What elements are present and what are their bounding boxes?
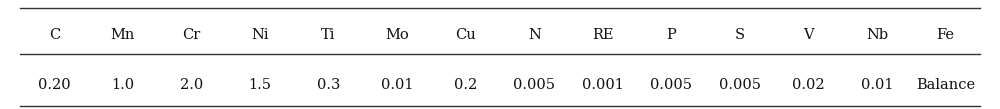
Text: 1.0: 1.0 — [111, 78, 134, 92]
Text: Balance: Balance — [916, 78, 975, 92]
Text: 0.01: 0.01 — [381, 78, 413, 92]
Text: 0.001: 0.001 — [582, 78, 624, 92]
Text: C: C — [49, 28, 60, 42]
Text: 0.005: 0.005 — [719, 78, 761, 92]
Text: S: S — [735, 28, 745, 42]
Text: N: N — [528, 28, 541, 42]
Text: Nb: Nb — [866, 28, 888, 42]
Text: Mn: Mn — [111, 28, 135, 42]
Text: Cr: Cr — [182, 28, 201, 42]
Text: Ni: Ni — [251, 28, 269, 42]
Text: 0.005: 0.005 — [650, 78, 692, 92]
Text: Ti: Ti — [321, 28, 336, 42]
Text: 0.20: 0.20 — [38, 78, 71, 92]
Text: 0.2: 0.2 — [454, 78, 477, 92]
Text: Fe: Fe — [937, 28, 955, 42]
Text: 0.02: 0.02 — [792, 78, 825, 92]
Text: 0.3: 0.3 — [317, 78, 340, 92]
Text: 1.5: 1.5 — [248, 78, 272, 92]
Text: Mo: Mo — [385, 28, 409, 42]
Text: 2.0: 2.0 — [180, 78, 203, 92]
Text: V: V — [803, 28, 814, 42]
Text: RE: RE — [592, 28, 614, 42]
Text: Cu: Cu — [455, 28, 476, 42]
Text: P: P — [667, 28, 676, 42]
Text: 0.01: 0.01 — [861, 78, 893, 92]
Text: 0.005: 0.005 — [513, 78, 555, 92]
